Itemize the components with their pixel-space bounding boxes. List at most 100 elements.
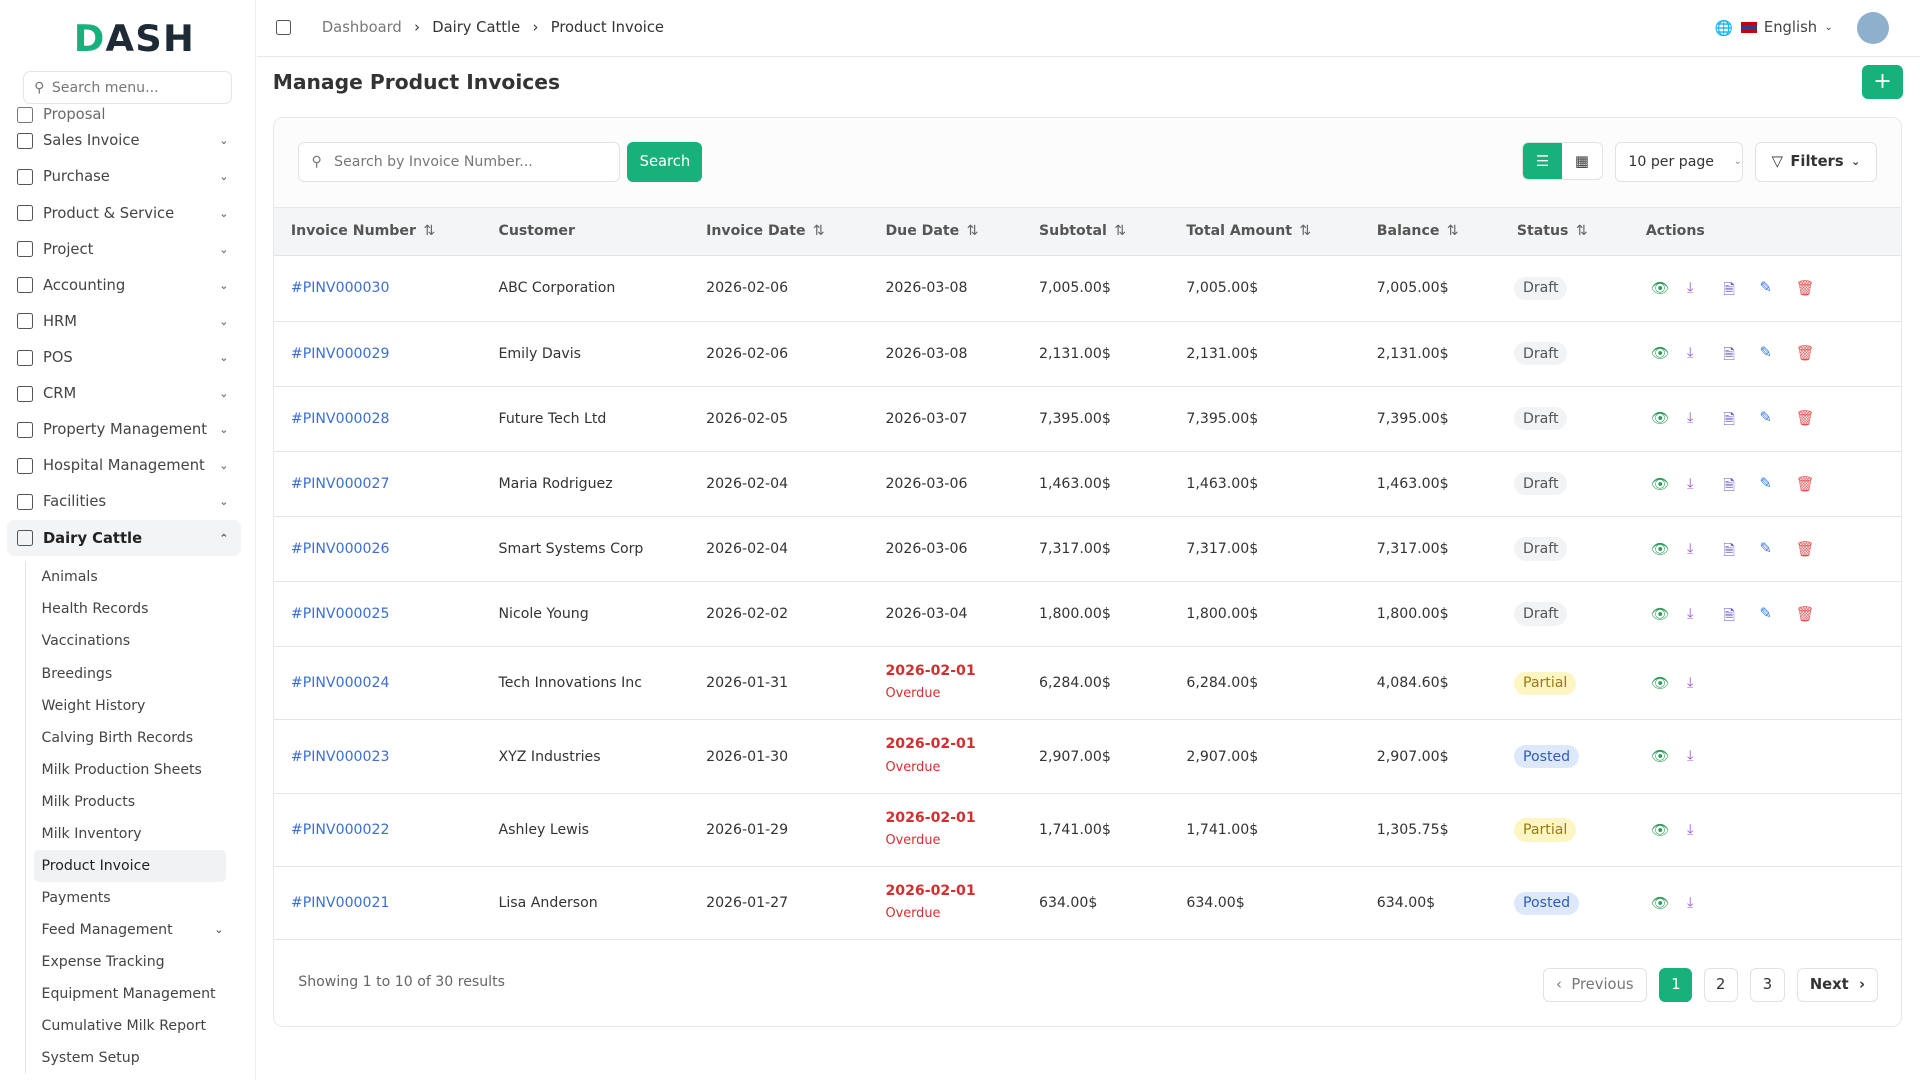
sidebar-item-hospital-management[interactable]: Hospital Management ⌄ [7, 448, 240, 484]
edit-icon[interactable]: ✎ [1759, 344, 1772, 362]
filters-button[interactable]: ▽ Filters ⌄ [1755, 142, 1877, 182]
sidebar-item-proposal[interactable]: Proposal [7, 101, 240, 123]
submenu-item-equipment-management[interactable]: Equipment Management [41, 986, 216, 1002]
document-icon[interactable]: 🗎 [1723, 281, 1736, 299]
submenu-item-health-records[interactable]: Health Records [41, 601, 149, 618]
page-3-button[interactable]: 3 [1750, 967, 1785, 1003]
per-page-select[interactable]: 10 per page ⌄ [1615, 142, 1743, 182]
delete-icon[interactable]: 🗑 [1795, 410, 1815, 428]
sidebar-item-sales-invoice[interactable]: Sales Invoice ⌄ [7, 123, 240, 159]
breadcrumb-dashboard[interactable]: Dashboard [321, 19, 402, 37]
submenu-item-milk-production-sheets[interactable]: Milk Production Sheets [41, 761, 202, 778]
menu-search-input[interactable]: ⚲ Search menu... [23, 71, 233, 105]
submenu-item-weight-history[interactable]: Weight History [41, 697, 146, 714]
submenu-item-payments[interactable]: Payments [41, 889, 111, 906]
view-icon[interactable]: 👁 [1650, 748, 1670, 766]
view-icon[interactable]: 👁 [1650, 475, 1670, 493]
edit-icon[interactable]: ✎ [1759, 539, 1772, 557]
view-icon[interactable]: 👁 [1650, 821, 1670, 839]
view-icon[interactable]: 👁 [1650, 410, 1670, 428]
grid-view-icon[interactable]: ▦ [1575, 152, 1589, 170]
view-icon[interactable]: 👁 [1650, 540, 1670, 558]
column-header[interactable]: Invoice Date ⇅ [706, 223, 825, 240]
sidebar-item-hrm[interactable]: HRM ⌄ [7, 303, 240, 339]
column-header[interactable]: Subtotal ⇅ [1038, 223, 1127, 240]
delete-icon[interactable]: 🗑 [1795, 345, 1815, 363]
search-button[interactable]: Search [627, 142, 703, 182]
invoice-search-input[interactable]: ⚲ Search by Invoice Number... [298, 142, 621, 182]
download-icon[interactable]: ⤓ [1686, 409, 1694, 427]
avatar[interactable] [1857, 11, 1890, 44]
column-header[interactable]: Invoice Number ⇅ [290, 223, 436, 240]
previous-page-button[interactable]: ‹ Previous [1542, 967, 1648, 1003]
document-icon[interactable]: 🗎 [1723, 606, 1736, 624]
breadcrumb-dairy-cattle[interactable]: Dairy Cattle [432, 19, 521, 37]
column-header[interactable]: Status ⇅ [1516, 223, 1588, 240]
edit-icon[interactable]: ✎ [1759, 409, 1772, 427]
invoice-number-link[interactable]: #PINV000029 [290, 345, 390, 362]
delete-icon[interactable]: 🗑 [1795, 540, 1815, 558]
invoice-number-link[interactable]: #PINV000025 [290, 605, 390, 622]
sidebar-item-facilities[interactable]: Facilities ⌄ [7, 484, 240, 520]
next-page-button[interactable]: Next › [1796, 967, 1878, 1003]
submenu-item-system-setup[interactable]: System Setup [41, 1050, 140, 1067]
invoice-number-link[interactable]: #PINV000027 [290, 475, 390, 492]
sidebar-toggle-icon[interactable] [276, 20, 292, 36]
view-icon[interactable]: 👁 [1650, 605, 1670, 623]
submenu-item-cumulative-milk-report[interactable]: Cumulative Milk Report [41, 1018, 206, 1035]
column-header[interactable]: Balance ⇅ [1376, 223, 1459, 240]
document-icon[interactable]: 🗎 [1723, 346, 1736, 364]
view-icon[interactable]: 👁 [1650, 280, 1670, 298]
document-icon[interactable]: 🗎 [1723, 541, 1736, 559]
submenu-item-milk-inventory[interactable]: Milk Inventory [41, 825, 142, 842]
sidebar-item-accounting[interactable]: Accounting ⌄ [7, 267, 240, 303]
submenu-item-expense-tracking[interactable]: Expense Tracking [41, 953, 165, 970]
sidebar-item-property-management[interactable]: Property Management ⌄ [7, 412, 240, 448]
delete-icon[interactable]: 🗑 [1795, 280, 1815, 298]
column-header[interactable]: Total Amount ⇅ [1186, 223, 1312, 240]
sidebar-item-purchase[interactable]: Purchase ⌄ [7, 159, 240, 195]
invoice-number-link[interactable]: #PINV000022 [290, 821, 390, 838]
sidebar-item-crm[interactable]: CRM ⌄ [7, 376, 240, 412]
submenu-item-breedings[interactable]: Breedings [41, 665, 113, 682]
invoice-number-link[interactable]: #PINV000021 [290, 895, 390, 912]
submenu-item-calving-birth-records[interactable]: Calving Birth Records [41, 729, 194, 746]
invoice-number-link[interactable]: #PINV000028 [290, 410, 390, 427]
invoice-number-link[interactable]: #PINV000030 [290, 280, 390, 297]
document-icon[interactable]: 🗎 [1723, 476, 1736, 494]
edit-icon[interactable]: ✎ [1759, 279, 1772, 297]
submenu-item-product-invoice[interactable]: Product Invoice [34, 849, 226, 882]
download-icon[interactable]: ⤓ [1686, 820, 1694, 838]
sidebar-item-dairy-cattle[interactable]: Dairy Cattle ⌃ [7, 520, 241, 557]
submenu-item-feed-management[interactable]: Feed Management ⌄ [41, 921, 224, 938]
list-view-icon[interactable]: ☰ [1522, 143, 1563, 180]
delete-icon[interactable]: 🗑 [1795, 475, 1815, 493]
view-icon[interactable]: 👁 [1650, 674, 1670, 692]
download-icon[interactable]: ⤓ [1686, 279, 1694, 297]
delete-icon[interactable]: 🗑 [1795, 605, 1815, 623]
download-icon[interactable]: ⤓ [1686, 747, 1694, 765]
submenu-item-vaccinations[interactable]: Vaccinations [41, 633, 131, 650]
submenu-item-milk-products[interactable]: Milk Products [41, 793, 136, 810]
page-2-button[interactable]: 2 [1703, 967, 1738, 1003]
download-icon[interactable]: ⤓ [1686, 673, 1694, 691]
download-icon[interactable]: ⤓ [1686, 344, 1694, 362]
invoice-number-link[interactable]: #PINV000026 [290, 540, 390, 557]
view-icon[interactable]: 👁 [1650, 894, 1670, 912]
download-icon[interactable]: ⤓ [1686, 893, 1694, 911]
sidebar-item-project[interactable]: Project ⌄ [7, 231, 240, 267]
download-icon[interactable]: ⤓ [1686, 604, 1694, 622]
download-icon[interactable]: ⤓ [1686, 539, 1694, 557]
submenu-item-animals[interactable]: Animals [41, 569, 98, 586]
language-selector[interactable]: 🌐 English ⌄ [1714, 19, 1833, 37]
column-header[interactable]: Due Date ⇅ [885, 223, 979, 240]
add-invoice-button[interactable]: + [1862, 65, 1903, 100]
document-icon[interactable]: 🗎 [1723, 411, 1736, 429]
download-icon[interactable]: ⤓ [1686, 474, 1694, 492]
invoice-number-link[interactable]: #PINV000023 [290, 748, 390, 765]
edit-icon[interactable]: ✎ [1759, 604, 1772, 622]
edit-icon[interactable]: ✎ [1759, 474, 1772, 492]
sidebar-item-pos[interactable]: POS ⌄ [7, 339, 240, 375]
invoice-number-link[interactable]: #PINV000024 [290, 675, 390, 692]
page-1-button[interactable]: 1 [1659, 967, 1693, 1003]
